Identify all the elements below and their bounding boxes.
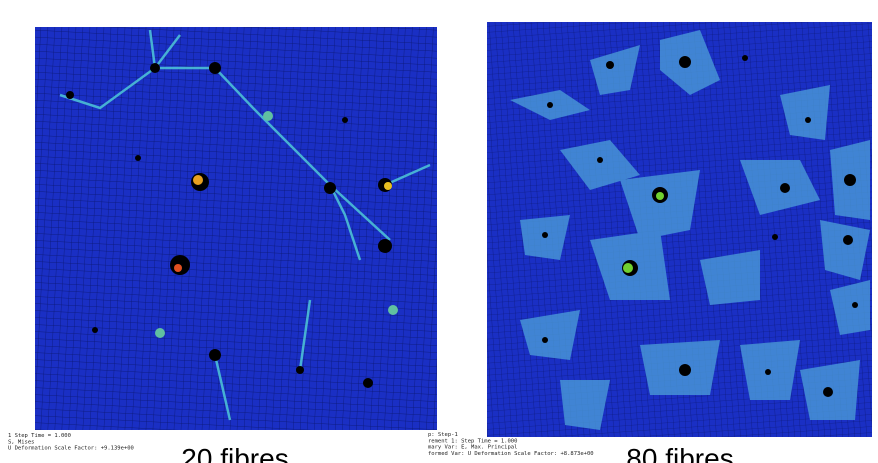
info-line: p: Step-1	[428, 432, 458, 438]
panel-20	[35, 27, 437, 430]
caption: 20 fibres	[181, 443, 288, 463]
caption: 80 fibres	[626, 443, 733, 463]
panel-80	[487, 22, 872, 437]
info-line: 1 Step Time = 1.000	[8, 433, 71, 439]
info-line: S, Mises	[8, 439, 35, 445]
info-line: rement 1: Step Time = 1.000	[428, 438, 517, 444]
page: { "panels": [ {"caption": "20 fibres", "…	[0, 0, 878, 463]
info-line: U Deformation Scale Factor: +9.139e+00	[8, 446, 134, 452]
info-line: mary Var: E, Max. Principal	[428, 445, 517, 451]
figure: 1 Step Time = 1.000S, MisesU Deformation…	[0, 0, 878, 463]
info-line: formed Var: U Deformation Scale Factor: …	[428, 451, 594, 457]
